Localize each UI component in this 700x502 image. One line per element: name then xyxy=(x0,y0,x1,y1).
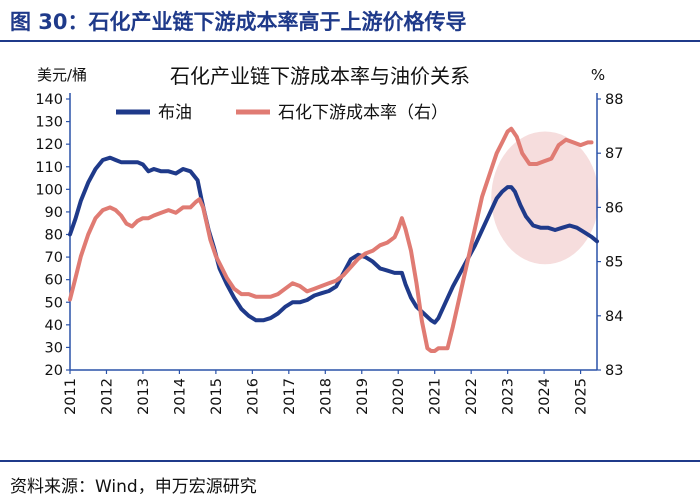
x-tick-label: 2017 xyxy=(282,378,298,415)
axes: 20 30 40 50 60 70 80 90 100 110 120 130 140 83 84 85 86 8… xyxy=(35,92,623,415)
x-tick-label: 2015 xyxy=(209,378,225,415)
brent-oil-line xyxy=(68,155,599,325)
highlight-ellipse xyxy=(491,131,599,265)
left-tick-label: 80 xyxy=(45,228,63,244)
x-tick-label: 2012 xyxy=(99,378,115,415)
figure-header: 图 30：石化产业链下游成本率高于上游价格传导 xyxy=(0,0,700,40)
x-tick-label: 2019 xyxy=(355,378,371,415)
left-tick-label: 60 xyxy=(45,273,63,289)
left-axis-unit: 美元/桶 xyxy=(37,66,87,84)
left-tick-label: 110 xyxy=(35,160,63,176)
top-rule xyxy=(0,40,700,42)
legend: 布油 石化下游成本率（右） xyxy=(116,103,448,123)
left-tick-label: 100 xyxy=(35,182,63,198)
right-tick-label: 86 xyxy=(605,200,623,216)
x-tick-label: 2020 xyxy=(391,378,407,415)
x-tick-label: 2023 xyxy=(501,378,517,415)
left-tick-label: 50 xyxy=(45,295,63,311)
x-tick-label: 2021 xyxy=(428,378,444,415)
x-tick-label: 2024 xyxy=(537,378,553,415)
x-tick-label: 2014 xyxy=(172,378,188,415)
legend-label-brent: 布油 xyxy=(158,103,192,123)
left-tick-label: 40 xyxy=(45,318,63,334)
right-tick-label: 83 xyxy=(605,363,623,379)
left-tick-label: 70 xyxy=(45,250,63,266)
left-tick-label: 90 xyxy=(45,205,63,221)
chart-title: 石化产业链下游成本率与油价关系 xyxy=(170,64,470,88)
x-tick-label: 2022 xyxy=(464,378,480,415)
left-tick-label: 20 xyxy=(45,363,63,379)
figure-title: 图 30：石化产业链下游成本率高于上游价格传导 xyxy=(10,10,467,34)
right-axis-unit: % xyxy=(591,66,605,84)
line-chart: 20 30 40 50 60 70 80 90 100 110 120 130 140 83 84 85 86 8… xyxy=(35,64,623,415)
right-tick-label: 87 xyxy=(605,146,623,162)
cost-rate-line xyxy=(68,126,594,353)
right-tick-label: 88 xyxy=(605,92,623,108)
x-tick-label: 2025 xyxy=(574,378,590,415)
left-tick-label: 120 xyxy=(35,137,63,153)
x-tick-label: 2013 xyxy=(136,378,152,415)
left-tick-label: 140 xyxy=(35,92,63,108)
x-tick-label: 2018 xyxy=(318,378,334,415)
series-layer xyxy=(68,126,599,353)
x-tick-label: 2016 xyxy=(245,378,261,415)
source-note: 资料来源：Wind，申万宏源研究 xyxy=(10,477,257,497)
right-tick-label: 85 xyxy=(605,255,623,271)
right-tick-label: 84 xyxy=(605,309,623,325)
x-tick-label: 2011 xyxy=(63,378,79,415)
left-tick-label: 30 xyxy=(45,340,63,356)
left-tick-label: 130 xyxy=(35,115,63,131)
legend-label-cost-rate: 石化下游成本率（右） xyxy=(278,103,448,123)
bottom-rule xyxy=(0,460,700,462)
